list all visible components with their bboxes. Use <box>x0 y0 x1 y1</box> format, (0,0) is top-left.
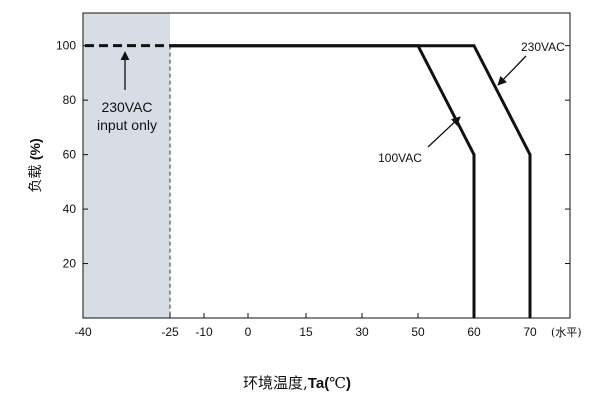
x-tick-label: 70 <box>523 325 537 339</box>
series-230vac-arrow <box>497 55 527 86</box>
shaded-region-label-line2: input only <box>97 117 157 133</box>
y-tick-label: 20 <box>63 257 77 271</box>
x-axis-label-close-paren: ) <box>346 375 351 392</box>
x-tick-label: 30 <box>355 325 369 339</box>
x-axis-label: 环境温度,Ta(℃) <box>243 374 351 392</box>
series-label-100vac: 100VAC <box>378 151 422 165</box>
shaded-region <box>83 13 170 318</box>
x-axis-label-prefix: 环境温度, <box>243 374 308 392</box>
shaded-region-label-line1: 230VAC <box>101 99 152 115</box>
plot-frame <box>82 12 571 319</box>
x-tick-label: 60 <box>467 325 481 339</box>
series-label-230vac: 230VAC <box>521 40 565 54</box>
x-tick-label: -40 <box>74 325 92 339</box>
x-tick-label: -10 <box>195 325 213 339</box>
x-tick-label: 0 <box>245 325 252 339</box>
x-tick-label: 15 <box>299 325 313 339</box>
y-axis-label: 负载 (%) <box>27 138 44 192</box>
x-axis-label-unit: ℃ <box>329 374 346 392</box>
series-line-100vac <box>170 44 476 318</box>
series-100vac-arrow <box>427 116 461 148</box>
x-tick-label: -25 <box>161 325 179 339</box>
y-tick-label: 80 <box>63 93 77 107</box>
y-axis-label-unit: (%) <box>27 138 43 160</box>
x-axis-label-open-paren: ( <box>324 375 329 392</box>
y-axis-label-text: 负载 <box>28 160 44 192</box>
y-tick-label: 100 <box>56 39 76 53</box>
y-tick-label: 60 <box>63 148 77 162</box>
series-line-230vac <box>170 44 532 318</box>
x-end-annotation: (水平) <box>551 326 582 339</box>
x-tick-label: 50 <box>411 325 425 339</box>
x-axis-label-symbol: Ta <box>308 375 325 392</box>
y-tick-label: 40 <box>63 202 77 216</box>
